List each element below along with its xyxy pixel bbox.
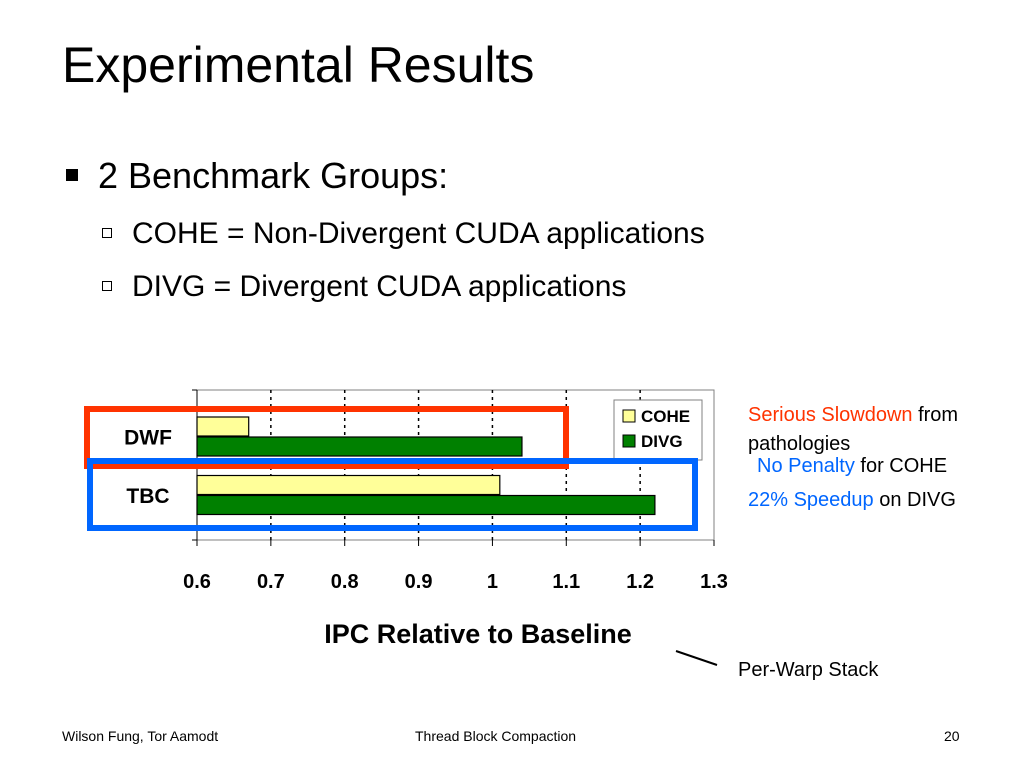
serious-from-text: from (918, 404, 959, 426)
per-warp-callout-line (675, 650, 718, 666)
x-tick-label: 0.8 (331, 571, 359, 593)
on-divg-text: on DIVG (879, 489, 956, 511)
legend-swatch-cohe (622, 409, 636, 423)
category-label-tbc: TBC (126, 485, 169, 508)
no-penalty-text: No Penalty (757, 455, 855, 477)
bar-dwf-divg (196, 436, 523, 457)
legend-label-cohe: COHE (641, 407, 690, 426)
sub-bullet-cohe: COHE = Non-Divergent CUDA applications (102, 219, 705, 249)
category-label-dwf: DWF (124, 427, 172, 450)
hollow-square-icon (102, 228, 112, 239)
sub-bullet-divg: DIVG = Divergent CUDA applications (102, 272, 626, 302)
legend-swatch-divg (622, 434, 636, 448)
footer-authors: Wilson Fung, Tor Aamodt (62, 728, 219, 744)
x-tick-label: 1.2 (626, 571, 654, 593)
speedup-text: 22% Speedup (748, 489, 874, 511)
x-tick-label: 0.9 (405, 571, 433, 593)
x-tick-label: 1.3 (700, 571, 728, 593)
hollow-square-icon (102, 281, 112, 292)
x-tick-label: 1 (487, 571, 498, 593)
bullet-square-icon (66, 169, 78, 182)
footer-page-number: 20 (944, 728, 960, 744)
footer-topic: Thread Block Compaction (415, 728, 577, 744)
annotation-per-warp-stack: Per-Warp Stack (738, 659, 879, 681)
bar-dwf-cohe (196, 416, 250, 437)
serious-slowdown-text: Serious Slowdown (748, 404, 913, 426)
annotation-serious-slowdown: Serious Slowdown from (748, 405, 958, 425)
annotation-speedup: 22% Speedup on DIVG (748, 490, 956, 510)
sub-bullet-text: COHE = Non-Divergent CUDA applications (132, 217, 705, 250)
x-axis-title: IPC Relative to Baseline (324, 619, 632, 649)
x-tick-label: 1.1 (552, 571, 580, 593)
for-cohe-text: for COHE (860, 455, 948, 477)
annotation-pathologies: pathologies (748, 433, 851, 455)
bar-tbc-cohe (196, 474, 501, 496)
bullet-text: 2 Benchmark Groups: (98, 155, 449, 196)
bullet-benchmark-groups: 2 Benchmark Groups: (66, 158, 448, 194)
dwf-highlight-box (84, 406, 569, 469)
bar-tbc-divg (196, 494, 656, 516)
annotation-no-penalty: No Penalty for COHE (757, 456, 947, 476)
x-tick-label: 0.7 (257, 571, 285, 593)
legend-label-divg: DIVG (641, 432, 683, 451)
tbc-highlight-box (87, 458, 698, 531)
sub-bullet-text: DIVG = Divergent CUDA applications (132, 270, 627, 303)
slide-title: Experimental Results (62, 37, 535, 93)
x-tick-label: 0.6 (183, 571, 211, 593)
